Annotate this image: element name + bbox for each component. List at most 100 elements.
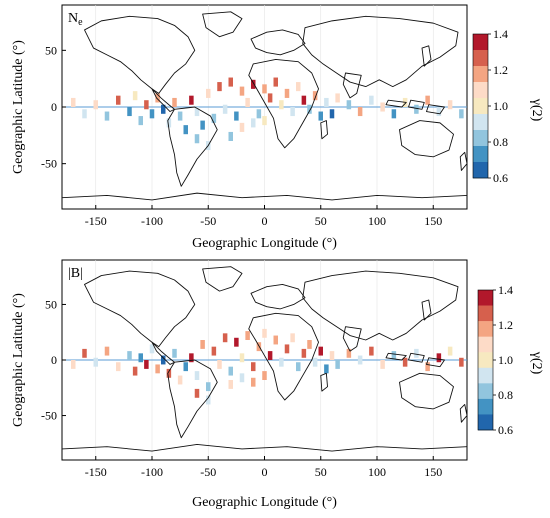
colorbar-tick-label-top-0: 1.4 — [493, 27, 508, 41]
heat-cell-bot-4 — [116, 362, 121, 372]
heat-cell-top-2 — [93, 100, 98, 110]
colorbar-tick-label-bot-4: 0.6 — [498, 423, 513, 437]
y-tick-label-top-2: -50 — [41, 157, 57, 171]
colorbar-swatch-top-7 — [473, 146, 488, 163]
x-axis-label-bottom: Geographic Longitude (°) — [192, 495, 337, 510]
heat-cell-top-41 — [329, 109, 335, 119]
y-ticks-top: 50 0 -50 — [41, 43, 66, 171]
heat-cell-top-36 — [301, 95, 307, 105]
heat-cell-bot-24 — [234, 337, 239, 347]
heat-cell-bot-43 — [346, 348, 352, 358]
heat-cell-bot-11 — [161, 355, 166, 365]
heat-cell-bot-6 — [132, 366, 138, 376]
heat-cell-top-21 — [217, 82, 222, 92]
colorbar-swatch-bot-5 — [478, 367, 493, 384]
colorbar-tick-label-top-2: 1.0 — [493, 99, 508, 113]
heat-cell-top-23 — [228, 77, 233, 87]
x-tick-label-top-2: -50 — [200, 214, 216, 228]
heat-cell-bot-34 — [290, 333, 295, 343]
colorbar-swatch-top-5 — [473, 114, 488, 131]
heat-cell-bot-46 — [380, 360, 385, 369]
panel-b: |B| -150 -100 -50 0 50 100 150 50 0 -50 Geograph… — [11, 259, 544, 510]
heat-cell-top-10 — [155, 93, 160, 103]
panel-ne: Ne -150 -100 -50 0 50 100 150 50 0 -50 Geographi… — [11, 4, 544, 251]
heat-cell-bot-22 — [222, 333, 228, 343]
heat-cell-bot-55 — [239, 373, 245, 383]
colorbar-swatch-top-2 — [473, 66, 488, 83]
heat-cell-bot-7 — [138, 353, 143, 363]
colorbar-bottom: 1.4 1.2 1.0 0.8 0.6 — [477, 283, 513, 437]
heat-cell-top-16 — [189, 95, 194, 105]
heat-cell-bot-53 — [459, 357, 464, 367]
heat-cell-top-22 — [222, 104, 228, 114]
heat-cell-bot-42 — [335, 360, 340, 369]
x-tick-label-top-6: 150 — [424, 214, 442, 228]
heat-cell-top-14 — [177, 111, 183, 121]
heat-cell-bot-15 — [183, 362, 188, 372]
heat-cell-top-59 — [262, 116, 267, 126]
heat-cell-bot-40 — [324, 364, 329, 374]
colorbar-swatch-bot-1 — [478, 305, 493, 322]
heat-cell-bot-16 — [189, 353, 194, 363]
heat-cell-top-51 — [436, 107, 442, 117]
colorbar-swatch-bot-0 — [478, 290, 493, 306]
heat-cell-bot-50 — [425, 362, 430, 372]
heat-cell-bot-21 — [217, 360, 222, 369]
heat-cell-bot-1 — [82, 348, 87, 358]
colorbar-tick-label-bot-1: 1.2 — [498, 318, 513, 332]
heat-cell-top-18 — [200, 120, 205, 130]
data-cells-top — [71, 77, 464, 151]
data-cells-bottom — [71, 328, 464, 405]
heat-cell-top-40 — [324, 97, 329, 107]
heat-cell-top-35 — [296, 82, 301, 92]
colorbar-swatch-top-3 — [473, 82, 488, 99]
heat-cell-top-29 — [262, 84, 267, 94]
colorbar-tick-label-top-4: 0.6 — [493, 171, 508, 185]
heat-cell-bot-54 — [228, 380, 233, 389]
heat-cell-bot-37 — [307, 340, 312, 349]
y-tick-label-top-0: 50 — [45, 43, 57, 57]
heat-cell-top-19 — [206, 88, 211, 98]
y-tick-label-top-1: 0 — [51, 100, 57, 114]
heat-cell-top-28 — [256, 109, 262, 119]
heat-cell-top-31 — [273, 77, 278, 87]
x-tick-label-top-0: -150 — [85, 214, 107, 228]
colorbar-swatch-bot-6 — [478, 383, 493, 400]
heat-cell-bot-2 — [93, 357, 98, 367]
heat-cell-top-46 — [380, 102, 385, 112]
panel-label-b: |B| — [68, 266, 83, 281]
heat-cell-bot-3 — [104, 346, 110, 356]
heat-cell-bot-44 — [357, 355, 363, 365]
heat-cell-bot-38 — [312, 357, 318, 367]
colorbar-swatch-bot-3 — [478, 336, 493, 353]
x-tick-label-bot-4: 50 — [315, 465, 327, 479]
heat-cell-bot-41 — [329, 351, 335, 360]
x-tick-label-bot-6: 150 — [424, 465, 442, 479]
heat-cell-top-32 — [279, 100, 284, 110]
heat-cell-top-5 — [127, 107, 132, 117]
heat-cell-bot-59 — [262, 371, 267, 380]
heat-cell-bot-39 — [318, 346, 323, 356]
colorbar-swatch-bot-8 — [478, 414, 493, 431]
heat-cell-top-11 — [161, 104, 166, 114]
heat-cell-bot-36 — [301, 348, 307, 358]
heat-cell-top-25 — [239, 86, 245, 96]
heat-cell-bot-58 — [206, 395, 211, 405]
heat-cell-bot-13 — [172, 348, 177, 358]
heat-cell-bot-23 — [228, 366, 233, 376]
x-tick-label-bot-1: -100 — [141, 465, 163, 479]
heat-cell-top-49 — [414, 104, 419, 114]
heat-cell-bot-0 — [71, 360, 76, 369]
colorbar-tick-label-top-3: 0.8 — [493, 135, 508, 149]
heat-cell-top-38 — [312, 91, 318, 101]
x-tick-label-bot-3: 0 — [262, 465, 268, 479]
x-axis-label-top: Geographic Longitude (°) — [192, 236, 337, 251]
heat-cell-top-27 — [251, 79, 256, 89]
heat-cell-top-13 — [172, 97, 177, 107]
heat-cell-bot-51 — [436, 353, 442, 363]
heat-cell-top-3 — [104, 111, 110, 121]
heat-cell-top-45 — [369, 95, 374, 105]
coastlines-top — [62, 11, 467, 201]
world-map-outline-bottom — [62, 266, 467, 452]
